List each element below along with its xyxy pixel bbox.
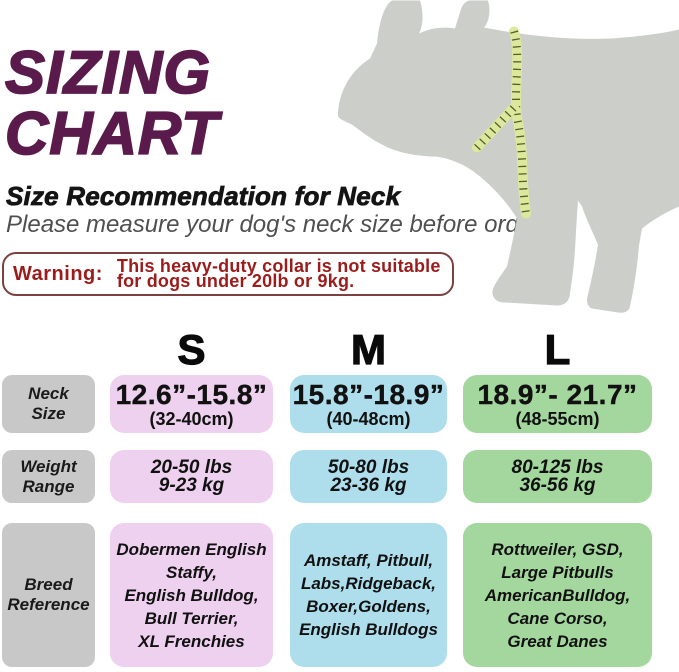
measuring-tape-icon [509, 26, 531, 219]
page-title: SIZING CHART [4, 39, 219, 167]
row-label-neck-size: Neck Size [2, 375, 95, 433]
warning-box: Warning: This heavy-duty collar is not s… [2, 252, 454, 296]
row-label-breed-reference: Breed Reference [2, 523, 95, 667]
column-header-l: L [544, 325, 571, 373]
breed-reference-cell-s: Dobermen English Staffy, English Bulldog… [110, 523, 273, 667]
weight-range-m: 50-80 lbs 23-36 kg [327, 456, 410, 496]
breed-list-l: Rottweiler, GSD, Large Pitbulls American… [484, 539, 631, 651]
neck-size-m-cm: (40-48cm) [326, 409, 411, 429]
neck-size-s-cm: (32-40cm) [149, 409, 234, 429]
weight-range-l: 80-125 lbs 36-56 kg [511, 456, 604, 496]
breed-list-s: Dobermen English Staffy, English Bulldog… [116, 539, 267, 651]
column-header-m: M [350, 325, 386, 373]
warning-label: Warning: [13, 262, 103, 285]
subtitle: Size Recommendation for Neck [6, 181, 401, 212]
weight-range-cell-s: 20-50 lbs 9-23 kg [110, 450, 273, 503]
neck-size-cell-m: 15.8”-18.9” (40-48cm) [290, 375, 447, 433]
dog-body-shape [338, 0, 679, 313]
neck-size-cell-l: 18.9”- 21.7” (48-55cm) [463, 375, 652, 433]
title-line-2: CHART [4, 100, 219, 167]
neck-size-s-inches: 12.6”-15.8” [115, 379, 268, 410]
neck-size-l-inches: 18.9”- 21.7” [477, 379, 638, 410]
breed-reference-cell-m: Amstaff, Pitbull, Labs,Ridgeback, Boxer,… [290, 523, 447, 667]
weight-range-s: 20-50 lbs 9-23 kg [150, 456, 233, 496]
weight-range-cell-m: 50-80 lbs 23-36 kg [290, 450, 447, 503]
column-header-s: S [177, 325, 206, 373]
dog-illustration [330, 0, 679, 316]
dog-silhouette-icon [338, 0, 679, 313]
weight-range-cell-l: 80-125 lbs 36-56 kg [463, 450, 652, 503]
row-label-weight-range: Weight Range [2, 450, 95, 503]
neck-size-m-inches: 15.8”-18.9” [292, 379, 445, 410]
breed-reference-cell-l: Rottweiler, GSD, Large Pitbulls American… [463, 523, 652, 667]
title-line-1: SIZING [4, 39, 212, 106]
measure-note: Please measure your dog's neck size befo… [6, 211, 573, 238]
neck-size-cell-s: 12.6”-15.8” (32-40cm) [110, 375, 273, 433]
warning-text: This heavy-duty collar is not suitable f… [116, 255, 441, 291]
breed-list-m: Amstaff, Pitbull, Labs,Ridgeback, Boxer,… [299, 551, 438, 639]
neck-size-l-cm: (48-55cm) [515, 409, 600, 429]
tape-tick-marks-diagonal [474, 104, 517, 151]
